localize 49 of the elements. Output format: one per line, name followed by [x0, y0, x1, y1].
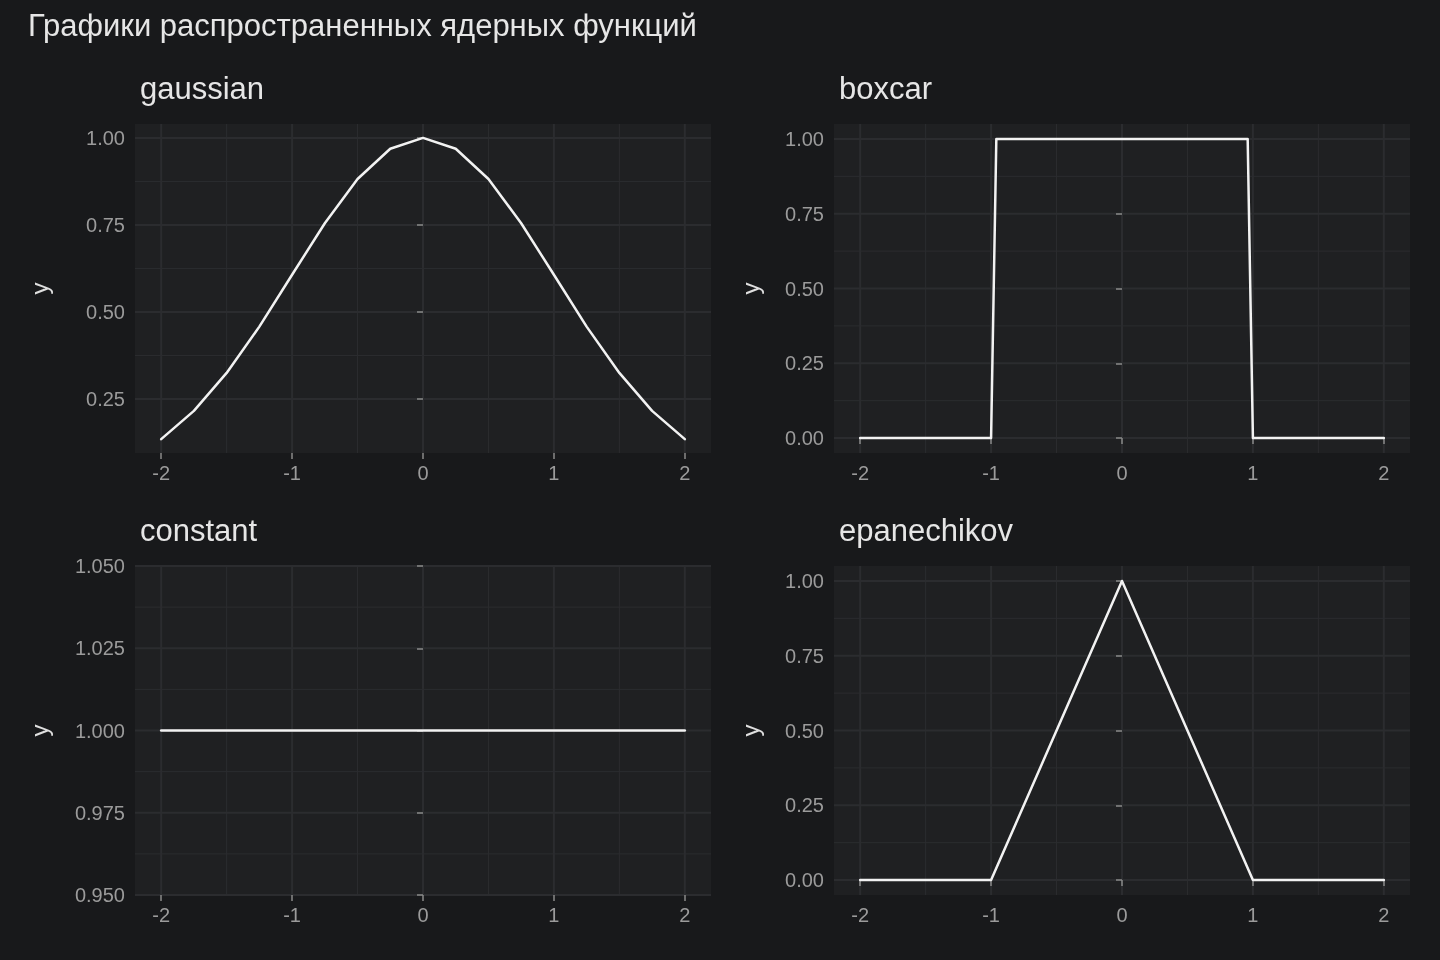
y-tick-label: 0.50 [785, 277, 824, 300]
y-axis-title: y [736, 724, 764, 737]
line-series [159, 136, 687, 441]
y-tick-label: 1.000 [74, 719, 125, 742]
x-tick-label: 0 [1116, 904, 1128, 926]
x-tick-label: 2 [679, 904, 691, 926]
y-tick-label: 0.00 [785, 427, 824, 450]
x-tick-label: -1 [283, 904, 301, 926]
y-axis-title: y [25, 282, 53, 295]
y-tick-label: 1.00 [785, 569, 824, 592]
y-tick-label: 0.25 [785, 794, 824, 817]
y-tick-label: 0.75 [785, 644, 824, 667]
y-tick-label: 1.025 [74, 637, 125, 660]
y-tick-label: 0.75 [785, 202, 824, 225]
text: Графики распространенных ядерных функций [28, 8, 697, 44]
x-tick-label: 1 [1247, 462, 1259, 484]
y-tick-label: 1.00 [86, 126, 125, 149]
x-tick-label: -1 [982, 462, 1000, 484]
y-tick-label: 0.75 [86, 213, 125, 236]
x-tick-label: 2 [1378, 462, 1390, 484]
x-tick-label: 0 [417, 904, 429, 926]
y-tick-label: 0.25 [785, 352, 824, 375]
y-tick-label: 0.25 [86, 388, 125, 411]
y-axis-title: y [736, 282, 764, 295]
y-axis-title: y [25, 724, 53, 737]
x-tick-label: -2 [152, 904, 171, 926]
y-tick-label: 1.00 [785, 127, 824, 150]
y-tick-label: 0.975 [74, 801, 125, 824]
chart-title: gaussian [140, 71, 265, 106]
y-tick-label: 0.00 [785, 869, 824, 892]
x-tick-label: 0 [417, 462, 429, 484]
y-tick-label: 0.50 [785, 719, 824, 742]
x-tick-label: -2 [851, 904, 870, 926]
x-tick-label: -1 [283, 462, 301, 484]
x-tick-label: 2 [679, 462, 691, 484]
x-tick-label: 0 [1116, 462, 1128, 484]
x-tick-label: 1 [1247, 904, 1259, 926]
x-tick-label: 1 [548, 904, 560, 926]
y-tick-label: 0.950 [74, 884, 125, 906]
x-tick-label: 1 [548, 462, 560, 484]
chart-title: constant [140, 513, 258, 548]
x-tick-label: -2 [851, 462, 870, 484]
x-tick-label: 2 [1378, 904, 1390, 926]
y-tick-label: 0.50 [86, 301, 125, 323]
x-tick-label: -1 [982, 904, 1000, 926]
y-tick-label: 1.050 [74, 555, 125, 577]
x-tick-label: -2 [152, 462, 171, 484]
chart-title: epanechikov [839, 513, 1014, 548]
chart-title: boxcar [839, 71, 933, 106]
